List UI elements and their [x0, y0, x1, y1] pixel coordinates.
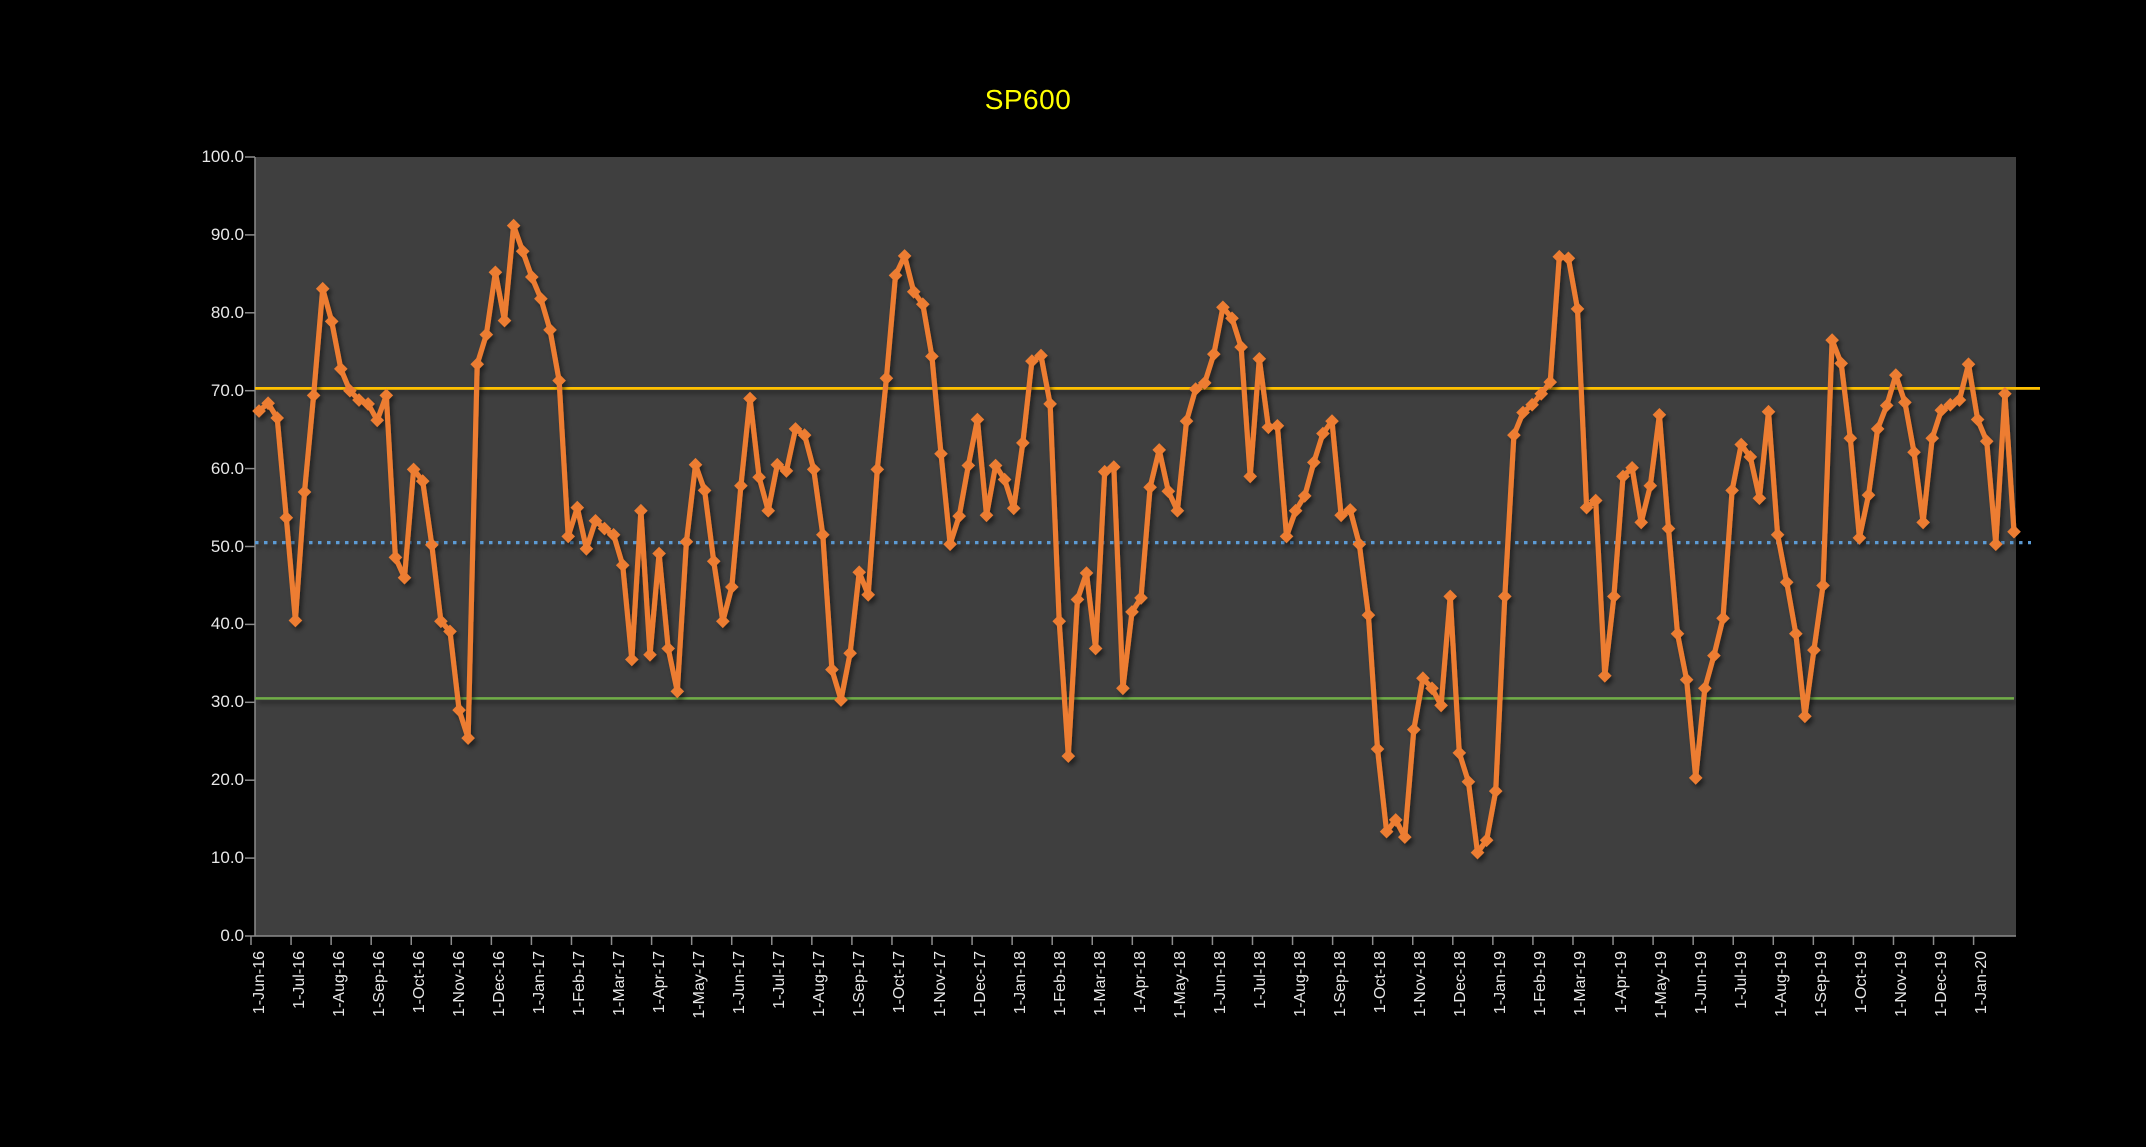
- y-axis-tick-label: 70.0: [210, 380, 244, 400]
- x-axis-tick-label: 1-Jan-20: [1973, 951, 1991, 1015]
- y-axis-tick-label: 20.0: [210, 770, 244, 790]
- x-axis-tick-label: 1-Feb-18: [1051, 951, 1069, 1016]
- y-axis-tick-label: 80.0: [210, 302, 244, 322]
- x-axis-tick-label: 1-Jul-16: [290, 951, 308, 1009]
- reference-lines: [255, 386, 2040, 700]
- x-axis-tick-label: 1-Mar-18: [1091, 951, 1109, 1016]
- x-axis-tick-label: 1-Apr-18: [1131, 951, 1149, 1014]
- x-axis-tick-label: 1-Aug-19: [1772, 951, 1790, 1017]
- y-axis-tick-label: 40.0: [210, 614, 244, 634]
- x-axis-tick-label: 1-Dec-17: [971, 951, 989, 1017]
- x-axis-tick-label: 1-Aug-17: [811, 951, 829, 1017]
- x-axis-tick-label: 1-Sep-18: [1332, 951, 1350, 1017]
- y-axis-tick-label: 90.0: [210, 224, 244, 244]
- x-axis-tick-label: 1-Sep-19: [1812, 951, 1830, 1017]
- plot-area-background: [255, 157, 2016, 936]
- x-axis-tick-label: 1-Oct-18: [1372, 951, 1390, 1014]
- y-axis-tick-label: 60.0: [210, 458, 244, 478]
- x-axis-tick-label: 1-Apr-17: [651, 951, 669, 1014]
- y-axis-tick-label: 0.0: [220, 926, 244, 945]
- x-axis-tick-label: 1-Oct-19: [1852, 951, 1870, 1014]
- x-axis-tick-label: 1-Sep-16: [370, 951, 388, 1017]
- chart-title: SP600: [984, 84, 1072, 115]
- y-axis-tick-label: 50.0: [210, 536, 244, 556]
- plot-svg: [245, 156, 2040, 945]
- x-axis-tick-label: 1-Dec-18: [1452, 951, 1470, 1017]
- x-axis-tick-label: 1-Dec-19: [1933, 951, 1951, 1017]
- x-axis-tick-label: 1-May-17: [691, 951, 709, 1019]
- series-line: [256, 222, 2017, 856]
- x-axis-tick-label: 1-Feb-17: [570, 951, 588, 1016]
- x-axis-tick-label: 1-Jan-17: [530, 951, 548, 1015]
- x-axis-tick-label: 1-Mar-17: [611, 951, 629, 1016]
- x-axis-tick-label: 1-Nov-16: [450, 951, 468, 1017]
- x-axis-tick-label: 1-Nov-17: [931, 951, 949, 1017]
- x-axis-tick-label: 1-May-18: [1171, 951, 1189, 1019]
- x-axis-tick-label: 1-Oct-16: [410, 951, 428, 1014]
- x-axis-tick-label: 1-Jul-17: [771, 951, 789, 1009]
- x-axis-tick-label: 1-Jun-17: [731, 951, 749, 1015]
- y-axis-tick-label: 30.0: [210, 692, 244, 712]
- x-axis-tick-label: 1-Dec-16: [490, 951, 508, 1017]
- x-axis-tick-label: 1-May-19: [1652, 951, 1670, 1019]
- data-series-SP600: [252, 218, 2021, 860]
- y-axis-tick-label: 10.0: [210, 848, 244, 868]
- x-axis-tick-label: 1-Sep-17: [851, 951, 869, 1017]
- x-axis-tick-label: 1-Jul-18: [1252, 951, 1269, 1009]
- x-axis-tick-label: 1-Aug-16: [330, 951, 348, 1017]
- x-axis-tick-label: 1-Apr-19: [1612, 951, 1630, 1014]
- x-axis-tick-label: 1-Jan-19: [1492, 951, 1510, 1015]
- axes: [245, 156, 2016, 945]
- x-axis-tick-label: 1-Feb-19: [1532, 951, 1550, 1016]
- x-axis-tick-label: 1-Jun-16: [250, 951, 268, 1015]
- x-axis-tick-label: 1-Jun-19: [1692, 951, 1710, 1015]
- x-axis-tick-label: 1-Jun-18: [1211, 951, 1229, 1015]
- x-axis-tick-label: 1-Nov-19: [1892, 951, 1910, 1017]
- x-axis-tick-label: 1-Nov-18: [1412, 951, 1430, 1017]
- x-axis-tick-label: 1-Oct-17: [891, 951, 909, 1014]
- x-axis-tick-label: 1-Jul-19: [1732, 951, 1750, 1009]
- x-axis-tick-label: 1-Jan-18: [1011, 951, 1029, 1015]
- y-axis-tick-label: 100.0: [201, 147, 244, 166]
- x-axis-tick-label: 1-Mar-19: [1572, 951, 1590, 1016]
- x-axis-tick-label: 1-Aug-18: [1292, 951, 1310, 1017]
